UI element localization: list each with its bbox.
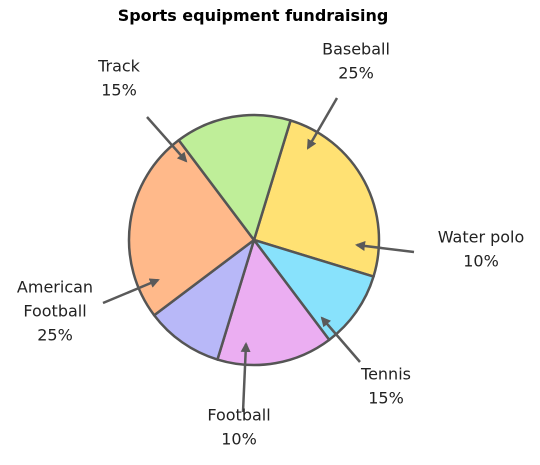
slice-percent-label: 25% xyxy=(37,326,73,345)
chart-title: Sports equipment fundraising xyxy=(118,6,389,25)
pie-slice-track xyxy=(177,113,292,242)
slice-name-label: Baseball xyxy=(322,40,390,59)
slice-percent-label: 10% xyxy=(221,430,257,449)
slice-name-label: Football xyxy=(23,302,86,321)
slice-name-label: Football xyxy=(207,406,270,425)
label-arrow xyxy=(320,316,361,363)
label-arrow xyxy=(102,278,160,305)
pie-slice-football xyxy=(152,238,256,361)
label-arrow xyxy=(355,241,415,254)
label-arrow xyxy=(146,116,188,163)
slice-percent-label: 15% xyxy=(368,389,404,408)
slice-percent-label: 15% xyxy=(101,81,137,100)
slice-percent-label: 10% xyxy=(463,252,499,271)
slice-name-label: Tennis xyxy=(360,365,411,384)
pie-slices xyxy=(127,113,381,367)
label-arrow xyxy=(240,342,251,413)
slice-percent-label: 25% xyxy=(338,64,374,83)
slice-name-label: Water polo xyxy=(438,228,525,247)
pie-slice-american-football xyxy=(127,138,256,317)
slice-labels: Baseball 25% Water polo 10% Tennis 15% Footbal… xyxy=(17,40,524,449)
pie-slice-baseball xyxy=(252,119,381,278)
slice-name-label: American xyxy=(17,278,93,297)
label-arrow xyxy=(306,97,339,150)
slice-name-label: Track xyxy=(97,57,141,76)
pie-slice-water-polo xyxy=(252,238,375,342)
